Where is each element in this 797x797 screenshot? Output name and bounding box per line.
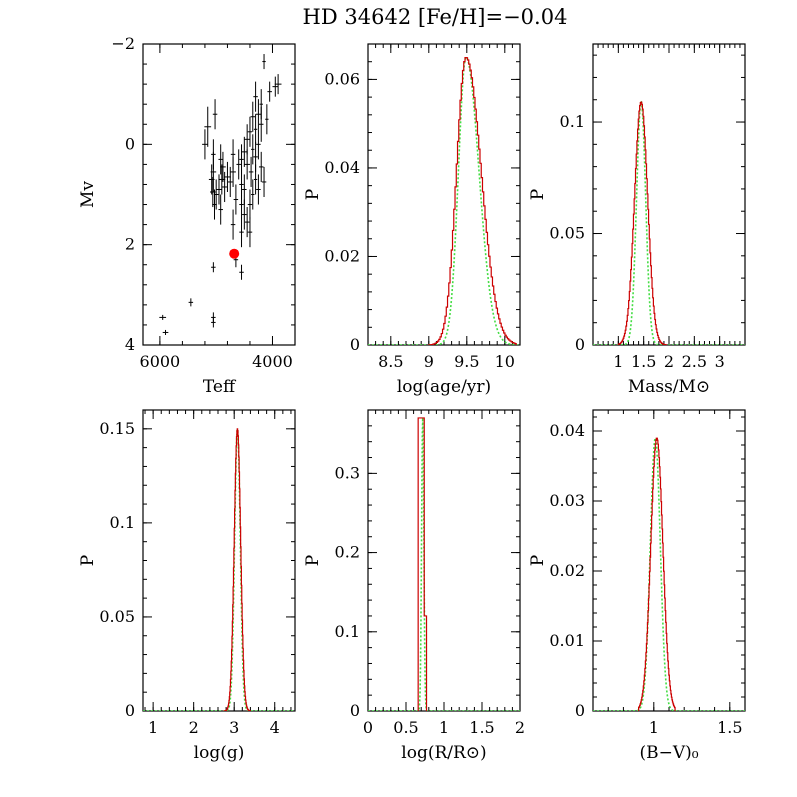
panel-color: 1 1.5 0 0.01 0.02 0.03 0.04 (B−V)₀ P — [528, 409, 746, 763]
x-axis-label: Teff — [203, 377, 237, 397]
plot-area — [593, 436, 745, 711]
x-tick-label: 9 — [424, 352, 434, 371]
probability-histogram — [223, 428, 252, 711]
plot-frame — [367, 43, 521, 346]
y-tick-label: 0.03 — [549, 491, 585, 510]
plot-area — [368, 417, 520, 711]
x-tick-label: 1.5 — [717, 718, 742, 737]
y-tick-label: 0.1 — [560, 112, 585, 131]
y-tick-label: 4 — [125, 335, 135, 354]
probability-histogram — [417, 417, 428, 711]
model-curve — [143, 428, 295, 711]
x-tick-label: 1 — [439, 718, 449, 737]
plot-frame — [367, 409, 521, 712]
y-tick-label: 0.02 — [324, 246, 360, 265]
y-tick-label: 0 — [125, 701, 135, 720]
panel-radius: 0 0.5 1 1.5 2 0 0.1 0.2 0.3 log(R/R⊙) P — [303, 409, 525, 763]
x-tick-label: 1 — [649, 718, 659, 737]
panel-hr-diagram: 6000 4000 −2 0 2 4 Teff Mv — [78, 34, 296, 397]
y-tick-label: 0.05 — [99, 607, 135, 626]
x-axis-label: log(R/R⊙) — [401, 743, 486, 763]
x-tick-label: 3 — [229, 718, 239, 737]
plot-area — [159, 54, 282, 335]
y-tick-label: 0.1 — [110, 513, 135, 532]
plot-area — [143, 428, 295, 711]
y-tick-label: 0.04 — [324, 158, 360, 177]
y-tick-label: 2 — [125, 235, 135, 254]
x-tick-label: 10 — [495, 352, 515, 371]
y-axis-label: P — [78, 555, 98, 566]
x-axis-label: Mass/M⊙ — [628, 377, 710, 397]
panel-age: 8.5 9 9.5 10 0 0.02 0.04 0.06 log(age/yr) P — [303, 43, 521, 397]
x-axis-label: log(g) — [194, 743, 245, 763]
plot-area — [368, 56, 520, 345]
x-tick-label: 4000 — [252, 352, 293, 371]
y-tick-label: 0.15 — [99, 419, 135, 438]
y-tick-label: 0 — [575, 335, 585, 354]
panel-logg: 1 2 3 4 0 0.05 0.1 0.15 log(g) P — [78, 409, 296, 763]
probability-histogram — [428, 56, 517, 345]
x-tick-label: 0 — [363, 718, 373, 737]
x-tick-label: 2 — [664, 352, 674, 371]
y-tick-label: 0.04 — [549, 421, 585, 440]
model-curve — [593, 100, 745, 345]
probability-histogram — [637, 437, 676, 711]
y-tick-label: 0.3 — [335, 463, 360, 482]
x-tick-label: 8.5 — [378, 352, 403, 371]
y-tick-label: 0 — [350, 701, 360, 720]
model-curve — [368, 56, 520, 345]
y-axis-label: Mv — [78, 181, 98, 208]
y-tick-label: 0.2 — [335, 543, 360, 562]
y-tick-label: 0.02 — [549, 561, 585, 580]
x-tick-label: 1 — [613, 352, 623, 371]
y-tick-label: 0.05 — [549, 224, 585, 243]
plot-frame — [142, 43, 296, 346]
y-axis-label: P — [303, 555, 323, 566]
x-tick-label: 2.5 — [682, 352, 707, 371]
y-tick-label: 0.01 — [549, 631, 585, 650]
x-axis-label: log(age/yr) — [397, 377, 491, 397]
y-tick-label: −2 — [111, 34, 135, 53]
probability-histogram — [617, 101, 668, 345]
x-tick-label: 1.5 — [631, 352, 656, 371]
x-tick-label: 1 — [148, 718, 158, 737]
y-tick-label: 0.06 — [324, 69, 360, 88]
y-tick-label: 0 — [350, 335, 360, 354]
y-tick-label: 0 — [575, 701, 585, 720]
y-axis-label: P — [528, 189, 548, 200]
x-tick-label: 4 — [270, 718, 280, 737]
highlight-star-point — [229, 248, 240, 259]
x-tick-label: 2 — [515, 718, 525, 737]
y-axis-label: P — [528, 555, 548, 566]
x-tick-label: 2 — [189, 718, 199, 737]
y-tick-label: 0.1 — [335, 622, 360, 641]
x-axis-label: (B−V)₀ — [639, 743, 698, 763]
y-tick-label: 0 — [125, 134, 135, 153]
plot-area — [593, 100, 745, 345]
plot-frame — [142, 409, 296, 712]
x-tick-label: 6000 — [140, 352, 181, 371]
panel-mass: 1 1.5 2 2.5 3 0 0.05 0.1 Mass/M⊙ P — [528, 43, 746, 397]
x-tick-label: 3 — [715, 352, 725, 371]
x-tick-label: 9.5 — [454, 352, 479, 371]
x-tick-label: 1.5 — [469, 718, 494, 737]
figure-title: HD 34642 [Fe/H]=−0.04 — [303, 5, 568, 29]
plot-frame — [592, 43, 746, 346]
plot-frame — [592, 409, 746, 712]
model-curve — [368, 417, 520, 711]
y-axis-label: P — [303, 189, 323, 200]
x-tick-label: 0.5 — [393, 718, 418, 737]
